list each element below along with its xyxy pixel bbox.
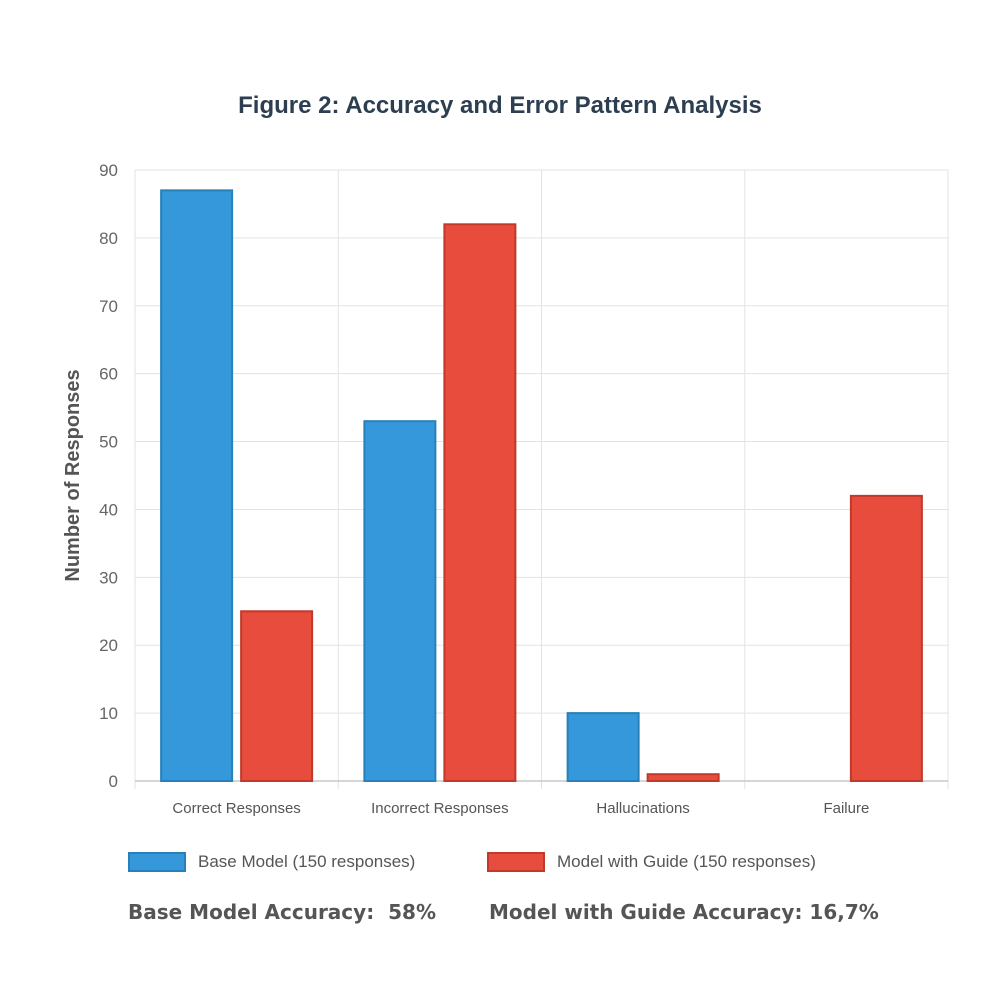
y-tick-label: 70 bbox=[99, 297, 118, 316]
legend-label-guide: Model with Guide (150 responses) bbox=[557, 852, 816, 871]
bar-hallucinations-series-0 bbox=[566, 712, 640, 782]
bar-failure-series-1 bbox=[849, 494, 923, 782]
legend-item-base[interactable]: Base Model (150 responses) bbox=[128, 850, 415, 874]
bar-incorrect-responses-series-1 bbox=[443, 223, 517, 783]
base-accuracy-text: Base Model Accuracy: 58% bbox=[128, 900, 436, 924]
y-tick-label: 80 bbox=[99, 229, 118, 248]
x-tick-label: Incorrect Responses bbox=[371, 800, 509, 817]
bar-correct-responses-series-1 bbox=[240, 610, 314, 782]
guide-accuracy-text: Model with Guide Accuracy: 16,7% bbox=[489, 900, 879, 924]
bar-hallucinations-series-1 bbox=[646, 773, 720, 783]
y-tick-label: 10 bbox=[99, 704, 118, 723]
legend-swatch-guide bbox=[487, 852, 545, 872]
y-tick-label: 60 bbox=[99, 365, 118, 384]
y-tick-label: 0 bbox=[109, 772, 118, 791]
y-tick-label: 40 bbox=[99, 500, 118, 519]
bar-correct-responses-series-0 bbox=[160, 189, 234, 783]
x-tick-label: Failure bbox=[823, 800, 869, 817]
x-tick-label: Hallucinations bbox=[596, 800, 689, 817]
x-tick-label: Correct Responses bbox=[172, 800, 300, 817]
legend-swatch-base bbox=[128, 852, 186, 872]
legend-label-base: Base Model (150 responses) bbox=[198, 852, 416, 871]
y-tick-label: 30 bbox=[99, 568, 118, 587]
bar-incorrect-responses-series-0 bbox=[363, 420, 437, 782]
chart-title: Figure 2: Accuracy and Error Pattern Ana… bbox=[238, 92, 762, 119]
y-tick-label: 90 bbox=[99, 161, 118, 180]
y-tick-label: 50 bbox=[99, 433, 118, 452]
y-axis-label: Number of Responses bbox=[62, 369, 84, 581]
legend-item-guide[interactable]: Model with Guide (150 responses) bbox=[487, 850, 816, 874]
y-tick-label: 20 bbox=[99, 636, 118, 655]
